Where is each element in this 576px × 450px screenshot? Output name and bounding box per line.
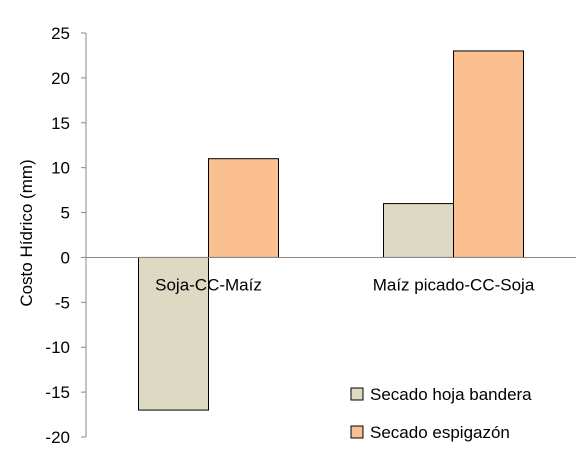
category-labels: Soja-CC-Maíz Maíz picado-CC-Soja — [155, 275, 535, 294]
y-tick-label: 5 — [61, 204, 70, 223]
y-tick-label: -10 — [45, 338, 70, 357]
legend-swatch — [350, 425, 364, 439]
category-label: Maíz picado-CC-Soja — [373, 275, 535, 294]
y-tick-label: 20 — [51, 69, 70, 88]
category-label: Soja-CC-Maíz — [155, 275, 262, 294]
y-tick-label: 25 — [51, 24, 70, 43]
bar-secado-hoja-bandera-1 — [383, 203, 454, 258]
y-tick-label: -5 — [55, 293, 70, 312]
bar-secado-espigazon-1 — [453, 50, 524, 258]
bar-secado-hoja-bandera-0 — [138, 256, 209, 411]
y-tick-label: 0 — [61, 248, 70, 267]
y-tick-label: -15 — [45, 383, 70, 402]
y-tick-label: 15 — [51, 114, 70, 133]
legend-label: Secado espigazón — [370, 423, 510, 442]
bars — [138, 50, 524, 411]
legend-swatch — [350, 387, 364, 401]
y-tick-label: 10 — [51, 159, 70, 178]
legend: Secado hoja bandera Secado espigazón — [350, 385, 532, 442]
legend-label: Secado hoja bandera — [370, 385, 532, 404]
y-axis-title: Costo Hídrico (mm) — [17, 159, 36, 306]
y-axis-ticks: 25 20 15 10 5 0 -5 -10 -15 -20 — [45, 24, 86, 447]
bar-secado-espigazon-0 — [208, 158, 279, 258]
y-tick-label: -20 — [45, 428, 70, 447]
